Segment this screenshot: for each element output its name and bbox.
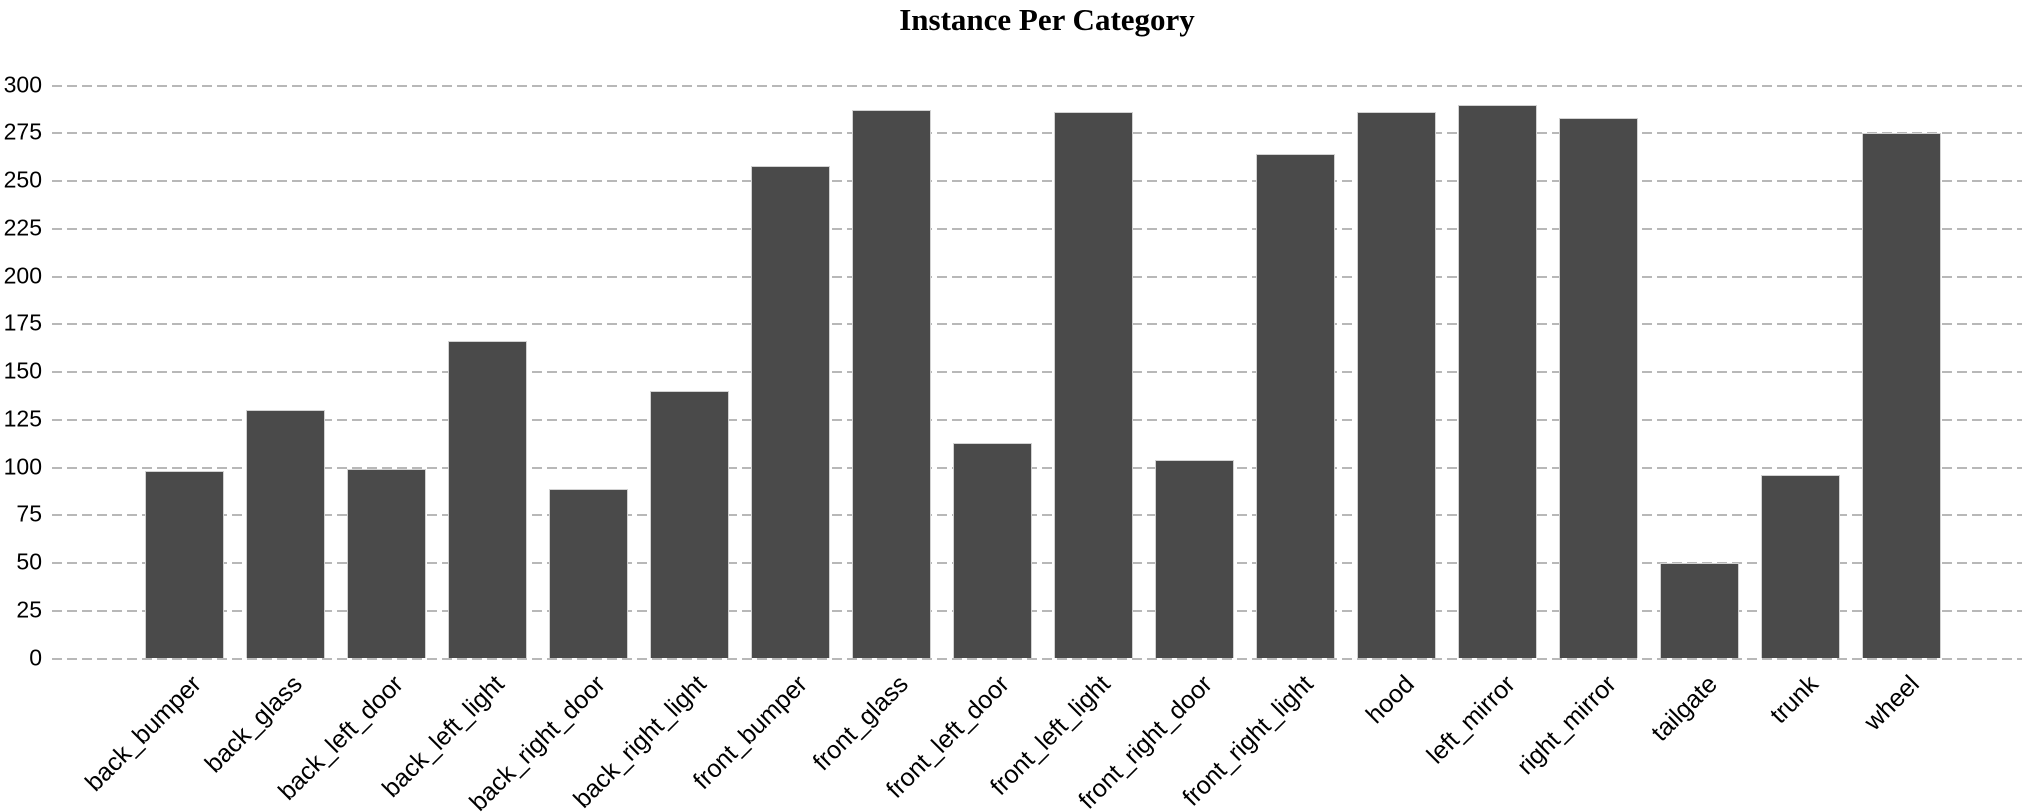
gridline-y-300 (52, 84, 2022, 87)
x-tick-label-hood: hood (1360, 670, 1420, 730)
bar-back_bumper (144, 471, 224, 659)
y-tick-label-150: 150 (3, 357, 42, 384)
bar-tailgate (1660, 563, 1740, 659)
y-tick-label-200: 200 (3, 261, 42, 288)
x-tick-label-trunk: trunk (1764, 670, 1824, 730)
x-tick-label-tailgate: tailgate (1645, 670, 1723, 747)
x-tick-label-right_mirror: right_mirror (1511, 670, 1622, 781)
gridline-y-50 (52, 562, 2022, 565)
gridline-y-75 (52, 514, 2022, 517)
gridline-y-275 (52, 132, 2022, 135)
y-tick-label-25: 25 (16, 596, 42, 623)
chart-title: Instance Per Category (899, 2, 1195, 37)
y-tick-label-225: 225 (3, 214, 42, 241)
bar-front_left_door (952, 442, 1032, 659)
x-tick-label-back_bumper: back_bumper (79, 670, 207, 797)
y-tick-label-250: 250 (3, 166, 42, 193)
x-tick-label-front_glass: front_glass (807, 670, 915, 777)
y-tick-label-100: 100 (3, 452, 42, 479)
y-tick-label-300: 300 (3, 71, 42, 98)
gridline-y-25 (52, 609, 2022, 612)
bar-back_left_door (346, 469, 426, 659)
bar-hood (1357, 112, 1437, 659)
bar-front_right_light (1256, 154, 1336, 659)
gridline-y-150 (52, 371, 2022, 374)
y-tick-label-175: 175 (3, 309, 42, 336)
gridline-y-0 (52, 657, 2022, 660)
x-tick-label-back_glass: back_glass (199, 670, 308, 779)
bar-left_mirror (1458, 104, 1538, 659)
gridline-y-125 (52, 418, 2022, 421)
bar-right_mirror (1559, 118, 1639, 659)
x-tick-label-left_mirror: left_mirror (1421, 670, 1521, 770)
bar-wheel (1862, 133, 1942, 659)
gridline-y-175 (52, 323, 2022, 326)
bar-trunk (1761, 475, 1841, 659)
bar-front_bumper (750, 165, 830, 659)
gridline-y-200 (52, 275, 2022, 278)
y-tick-label-125: 125 (3, 405, 42, 432)
bar-back_glass (245, 410, 325, 659)
y-tick-label-0: 0 (29, 643, 42, 670)
x-tick-label-wheel: wheel (1858, 670, 1925, 736)
gridline-y-225 (52, 227, 2022, 230)
gridline-y-100 (52, 466, 2022, 469)
y-tick-label-50: 50 (16, 548, 42, 575)
bar-front_left_light (1053, 112, 1133, 659)
bar-front_right_door (1155, 459, 1234, 659)
bar-front_glass (851, 110, 931, 659)
y-tick-label-275: 275 (3, 118, 42, 145)
bar-back_left_light (447, 341, 527, 659)
gridline-y-250 (52, 180, 2022, 183)
y-tick-label-75: 75 (16, 500, 42, 527)
bar-back_right_light (649, 391, 729, 659)
bar-back_right_door (548, 488, 628, 659)
